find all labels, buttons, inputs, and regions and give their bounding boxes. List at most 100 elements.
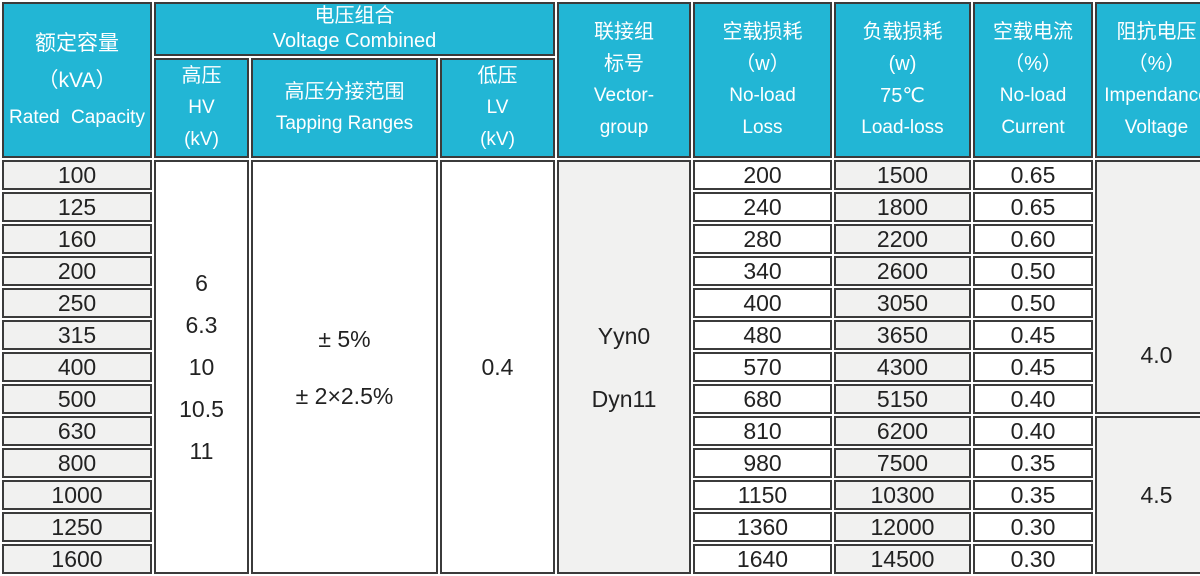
cell-capacity: 500: [2, 384, 152, 414]
header-hv-zh: 高压: [181, 65, 222, 87]
cell-no-load-current: 0.30: [973, 544, 1093, 574]
cell-no-load-loss: 280: [693, 224, 832, 254]
table-row: 400 570 4300 0.45: [2, 352, 1200, 382]
cell-capacity: 125: [2, 192, 152, 222]
header-hv-unit: (kV): [184, 129, 219, 150]
cell-no-load-loss: 240: [693, 192, 832, 222]
cell-no-load-loss: 1640: [693, 544, 832, 574]
table-row: 315 480 3650 0.45: [2, 320, 1200, 350]
impedance-value: 4.0: [1140, 342, 1173, 368]
header-vector-en1: Vector-: [593, 85, 655, 106]
cell-load-loss: 5150: [834, 384, 971, 414]
hv-value: 10.5: [179, 396, 224, 422]
cell-load-loss: 1800: [834, 192, 971, 222]
hv-value: 6: [195, 270, 208, 296]
table-row: 250 400 3050 0.50: [2, 288, 1200, 318]
cell-no-load-current: 0.45: [973, 320, 1093, 350]
cell-load-loss: 12000: [834, 512, 971, 542]
header-tapping-zh: 高压分接范围: [284, 81, 405, 103]
cell-no-load-current: 0.65: [973, 160, 1093, 190]
cell-load-loss: 10300: [834, 480, 971, 510]
cell-vector-groups: Yyn0 Dyn11: [557, 160, 691, 574]
cell-load-loss: 14500: [834, 544, 971, 574]
cell-impedance-low: 4.0: [1095, 160, 1200, 414]
header-tapping-ranges: 高压分接范围 Tapping Ranges: [251, 58, 438, 158]
header-no-load-loss-en2: Loss: [742, 117, 783, 138]
table-row: 125 240 1800 0.65: [2, 192, 1200, 222]
table-row: 200 340 2600 0.50: [2, 256, 1200, 286]
cell-no-load-current: 0.40: [973, 416, 1093, 446]
header-vector-en2: group: [599, 117, 649, 138]
cell-capacity: 400: [2, 352, 152, 382]
header-lv-en: LV: [486, 97, 509, 118]
header-load-loss-en: Load-loss: [861, 117, 944, 138]
cell-capacity: 1600: [2, 544, 152, 574]
cell-no-load-current: 0.30: [973, 512, 1093, 542]
cell-load-loss: 3650: [834, 320, 971, 350]
cell-no-load-loss: 480: [693, 320, 832, 350]
cell-impedance-high: 4.5: [1095, 416, 1200, 574]
cell-load-loss: 7500: [834, 448, 971, 478]
cell-capacity: 160: [2, 224, 152, 254]
hv-value: 11: [189, 438, 214, 464]
cell-load-loss: 2200: [834, 224, 971, 254]
header-no-load-loss-unit: （w）: [735, 53, 790, 75]
cell-no-load-loss: 1360: [693, 512, 832, 542]
cell-tapping-ranges: ± 5% ± 2×2.5%: [251, 160, 438, 574]
table-row: 1250 1360 12000 0.30: [2, 512, 1200, 542]
cell-no-load-loss: 1150: [693, 480, 832, 510]
header-impedance-en1: Impendance: [1104, 85, 1200, 106]
cell-no-load-current: 0.45: [973, 352, 1093, 382]
cell-no-load-loss: 680: [693, 384, 832, 414]
header-no-load-current-zh: 空载电流: [993, 21, 1073, 43]
cell-load-loss: 4300: [834, 352, 971, 382]
header-row-sub: 高压 HV (kV) 高压分接范围 Tapping Ranges 低压 LV (…: [2, 58, 1200, 158]
header-no-load-loss-zh: 空载损耗: [722, 21, 803, 43]
header-rated-capacity: 额定容量 （kVA） Rated Capacity: [2, 2, 152, 158]
header-load-loss-unit: (w): [888, 53, 917, 75]
cell-no-load-loss: 200: [693, 160, 832, 190]
cell-no-load-current: 0.65: [973, 192, 1093, 222]
cell-no-load-loss: 340: [693, 256, 832, 286]
cell-capacity: 1250: [2, 512, 152, 542]
cell-load-loss: 2600: [834, 256, 971, 286]
cell-no-load-loss: 400: [693, 288, 832, 318]
cell-load-loss: 3050: [834, 288, 971, 318]
table-row: 1000 1150 10300 0.35: [2, 480, 1200, 510]
hv-value: 10: [188, 354, 215, 380]
cell-no-load-current: 0.35: [973, 480, 1093, 510]
cell-no-load-current: 0.50: [973, 288, 1093, 318]
header-impedance-unit: （%）: [1127, 53, 1186, 75]
header-lv-unit: (kV): [480, 129, 515, 150]
cell-load-loss: 6200: [834, 416, 971, 446]
vector-group-value: Yyn0: [597, 322, 651, 349]
cell-no-load-current: 0.60: [973, 224, 1093, 254]
table-row: 500 680 5150 0.40: [2, 384, 1200, 414]
header-impedance-voltage: 阻抗电压 （%） Impendance Voltage: [1095, 2, 1200, 158]
cell-no-load-loss: 980: [693, 448, 832, 478]
header-tapping-en: Tapping Ranges: [275, 113, 414, 134]
header-vector-group: 联接组 标号 Vector- group: [557, 2, 691, 158]
tapping-range: ± 2×2.5%: [295, 382, 394, 409]
header-no-load-current: 空载电流 （%） No-load Current: [973, 2, 1093, 158]
cell-no-load-current: 0.50: [973, 256, 1093, 286]
header-vector-zh1: 联接组: [594, 21, 654, 43]
cell-no-load-loss: 810: [693, 416, 832, 446]
table-row: 100 6 6.3 10 10.5 11 ± 5% ± 2×2.5% 0.4 Y…: [2, 160, 1200, 574]
table-row: 800 980 7500 0.35: [2, 448, 1200, 478]
header-hv-en: HV: [188, 97, 215, 118]
header-no-load-loss-en1: No-load: [729, 85, 796, 106]
hv-value: 6.3: [185, 312, 218, 338]
header-voltage-combined-en: Voltage Combined: [272, 30, 437, 52]
header-row-group: 额定容量 （kVA） Rated Capacity 电压组合 Voltage C…: [2, 2, 1200, 158]
tapping-range: ± 5%: [318, 325, 371, 352]
header-voltage-combined-zh: 电压组合: [314, 5, 395, 27]
cell-lv-value: 0.4: [440, 160, 555, 574]
cell-no-load-loss: 570: [693, 352, 832, 382]
cell-capacity: 250: [2, 288, 152, 318]
header-lv-zh: 低压: [477, 65, 518, 87]
cell-hv-values: 6 6.3 10 10.5 11: [154, 160, 249, 574]
header-load-loss-temp: 75℃: [880, 85, 925, 107]
header-no-load-current-en1: No-load: [999, 85, 1067, 106]
